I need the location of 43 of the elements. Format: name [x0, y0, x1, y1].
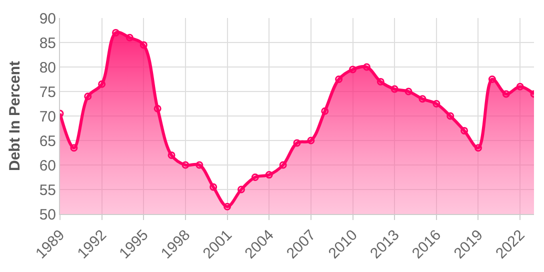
point	[460, 126, 468, 134]
point	[265, 171, 273, 179]
point	[488, 76, 496, 83]
point	[446, 112, 454, 120]
point	[196, 161, 204, 169]
point	[502, 90, 510, 98]
point	[432, 100, 440, 108]
y-tick-label: 65	[39, 132, 56, 150]
point	[154, 104, 162, 112]
point	[376, 78, 384, 86]
point	[182, 161, 190, 169]
y-tick-label: 80	[39, 59, 56, 76]
point	[293, 139, 301, 147]
y-tick-label: 90	[39, 10, 56, 28]
point	[335, 76, 343, 83]
point	[210, 183, 218, 191]
point	[168, 151, 176, 159]
y-tick-label: 70	[39, 108, 56, 126]
point	[98, 80, 106, 88]
point	[418, 95, 426, 103]
point	[474, 144, 482, 152]
y-tick-label: 55	[39, 182, 56, 199]
y-tick-label: 85	[39, 34, 56, 52]
point	[516, 82, 524, 90]
point	[224, 202, 232, 210]
point	[404, 88, 412, 96]
point	[349, 66, 357, 74]
point	[362, 63, 370, 71]
point	[126, 34, 134, 42]
y-tick-label: 60	[39, 157, 56, 174]
point	[140, 41, 148, 49]
point	[307, 136, 315, 144]
y-axis-title: Debt In Percent	[6, 60, 24, 172]
point	[237, 186, 245, 194]
point	[251, 174, 259, 181]
point	[390, 85, 398, 93]
y-tick-label: 75	[39, 84, 56, 101]
point	[70, 144, 78, 152]
y-tick-label: 50	[39, 206, 56, 224]
point	[112, 28, 120, 36]
point	[321, 107, 329, 115]
point	[279, 161, 287, 169]
point	[84, 92, 92, 100]
